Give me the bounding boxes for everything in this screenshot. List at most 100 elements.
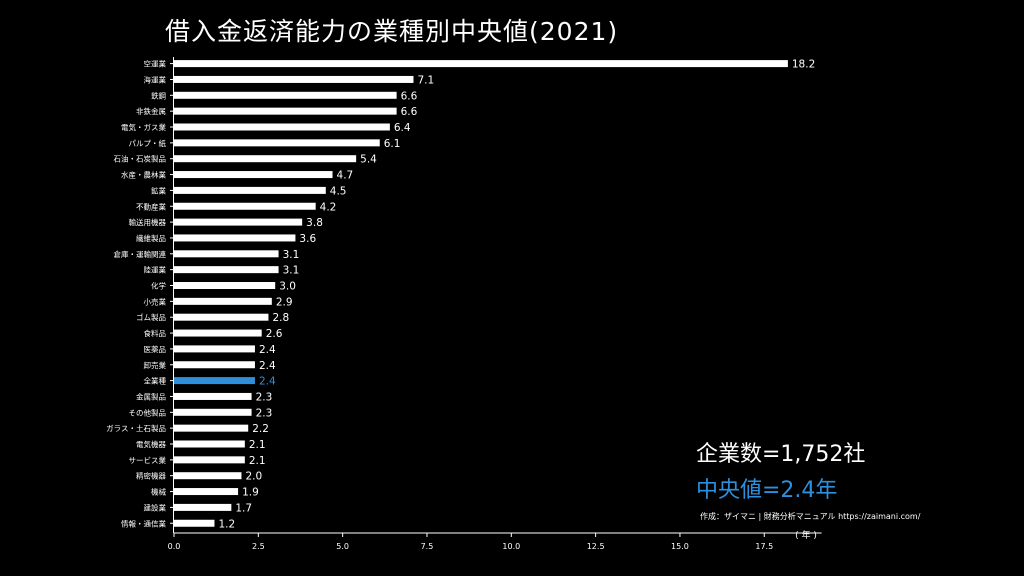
value-label: 6.4 <box>394 122 411 134</box>
bar <box>174 282 276 289</box>
value-label: 2.1 <box>249 455 266 467</box>
value-label: 3.0 <box>279 281 296 293</box>
x-tick-label: 17.5 <box>755 542 773 551</box>
bar <box>174 171 333 179</box>
axis-layer: 0.0 2.5 5.0 7.5 10.0 12.5 15.0 17.5 ( 年 ) <box>168 57 822 551</box>
value-label: 1.7 <box>235 502 252 514</box>
category-label: 卸売業 <box>144 360 167 370</box>
value-label: 4.7 <box>337 170 354 182</box>
category-label: 繊維製品 <box>136 233 166 243</box>
bar <box>174 488 239 496</box>
category-label: ゴム製品 <box>136 312 166 322</box>
value-label: 2.4 <box>259 360 276 372</box>
bar <box>174 377 255 385</box>
value-label: 5.4 <box>360 154 377 166</box>
value-label: 3.1 <box>283 265 300 277</box>
bar <box>174 186 326 194</box>
category-label: 電気機器 <box>136 439 166 449</box>
category-label: サービス業 <box>129 455 167 465</box>
value-label: 2.1 <box>249 439 266 451</box>
bar <box>174 202 316 210</box>
bar <box>174 60 788 68</box>
value-label: 3.1 <box>283 249 300 261</box>
category-label: 海運業 <box>144 74 167 84</box>
value-label: 2.0 <box>245 471 262 483</box>
category-label: パルプ・紙 <box>129 138 167 148</box>
category-label: 非鉄金属 <box>136 106 166 116</box>
bar <box>174 107 397 115</box>
x-tick-label: 0.0 <box>168 542 181 551</box>
x-tick-label: 5.0 <box>336 542 349 551</box>
value-label: 6.6 <box>401 106 418 118</box>
credit-text: 作成：ザイマニ | 財務分析マニュアル https://zaimani.com/ <box>700 512 921 521</box>
category-label: 空運業 <box>144 59 167 69</box>
value-label: 18.2 <box>792 59 815 71</box>
value-label: 3.6 <box>299 233 316 245</box>
value-label: 4.5 <box>330 185 347 197</box>
bar <box>174 503 232 511</box>
category-label: 石油・石炭製品 <box>114 154 167 164</box>
bar <box>174 519 215 527</box>
category-label: 不動産業 <box>136 201 166 211</box>
category-label: 精密機器 <box>136 471 166 481</box>
category-label: 鉄鋼 <box>151 90 166 100</box>
category-label: 鉱業 <box>151 185 166 195</box>
value-label: 2.3 <box>256 407 273 419</box>
x-tick-label: 2.5 <box>252 542 265 551</box>
value-label: 6.6 <box>401 90 418 102</box>
category-label: 医薬品 <box>144 344 167 354</box>
value-label: 2.2 <box>252 423 269 435</box>
category-label: 建設業 <box>144 502 167 512</box>
bar <box>174 155 357 163</box>
x-unit-label: ( 年 ) <box>795 529 817 541</box>
value-label: 2.6 <box>266 328 283 340</box>
category-label: 情報・通信業 <box>121 518 166 528</box>
bar <box>174 218 303 226</box>
bar <box>174 297 272 305</box>
value-label: 2.8 <box>272 312 289 324</box>
company-count: 企業数=1,752社 <box>696 442 866 467</box>
value-label: 2.4 <box>259 376 276 388</box>
value-label: 2.4 <box>259 344 276 356</box>
bar <box>174 75 414 83</box>
bar <box>174 456 245 464</box>
bar <box>174 123 390 131</box>
bar <box>174 250 279 258</box>
value-label: 2.3 <box>256 391 273 403</box>
median-summary: 中央値=2.4年 <box>696 478 838 503</box>
x-tick-label: 15.0 <box>671 542 689 551</box>
value-label: 4.2 <box>320 201 337 213</box>
category-label: 水産・農林業 <box>121 170 166 180</box>
value-label: 6.1 <box>384 138 401 150</box>
bar <box>174 440 245 448</box>
bar <box>174 313 269 321</box>
category-label: 全業種 <box>144 376 167 386</box>
category-label: 食料品 <box>144 328 167 338</box>
value-label: 1.2 <box>218 518 235 530</box>
bar <box>174 392 252 400</box>
category-label: 輸送用機器 <box>129 217 167 227</box>
x-tick-label: 7.5 <box>421 542 434 551</box>
bar <box>174 472 242 480</box>
value-label: 2.9 <box>276 296 293 308</box>
bar <box>174 361 255 369</box>
category-label: 化学 <box>151 281 166 291</box>
bar <box>174 234 296 242</box>
bar <box>174 329 262 337</box>
category-label: 陸運業 <box>144 265 167 275</box>
bar <box>174 91 397 99</box>
bar <box>174 424 249 432</box>
x-tick-label: 10.0 <box>502 542 520 551</box>
chart-title: 借入金返済能力の業種別中央値(2021) <box>165 17 619 46</box>
category-label: 小売業 <box>144 296 167 306</box>
bar <box>174 266 279 274</box>
category-label: 倉庫・運輸関連 <box>114 249 167 259</box>
x-tick-label: 12.5 <box>587 542 605 551</box>
bars-layer: 空運業 18.2 海運業 7.1 鉄鋼 6.6 非鉄金属 6.6 電気・ガス業 6.4 パルプ・紙 6… <box>106 59 815 531</box>
category-label: 金属製品 <box>136 391 166 401</box>
category-label: 機械 <box>151 487 166 497</box>
value-label: 3.8 <box>306 217 323 229</box>
bar <box>174 139 380 147</box>
bar <box>174 345 255 353</box>
